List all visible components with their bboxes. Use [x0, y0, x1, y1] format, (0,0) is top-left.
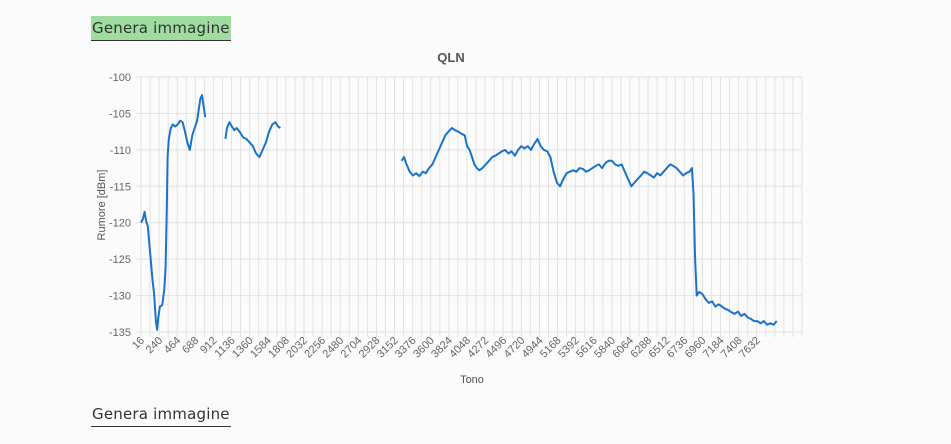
x-tick-label: 464 [162, 335, 183, 356]
chart-grid [136, 76, 803, 337]
x-tick-label: 7632 [737, 335, 763, 361]
x-tick-label: 688 [180, 335, 201, 356]
qln-line-segment-1 [140, 94, 207, 331]
x-axis: 1624046468891211361360158418082032225624… [130, 335, 763, 361]
y-tick-label: -120 [109, 218, 131, 230]
y-axis-label: Rumore [dBm] [96, 170, 108, 241]
y-tick-label: -105 [109, 108, 131, 120]
y-tick-label: -115 [110, 181, 131, 193]
y-tick-label: -110 [110, 145, 131, 157]
chart-series [140, 94, 778, 331]
x-axis-label: Tono [460, 374, 484, 386]
y-tick-label: -100 [109, 72, 131, 84]
chart-title: QLN [437, 50, 464, 65]
y-tick-label: -125 [109, 254, 131, 266]
y-tick-label: -130 [109, 291, 131, 303]
x-tick-label: 240 [144, 335, 165, 356]
y-tick-label: -135 [109, 327, 131, 339]
generate-image-button[interactable]: Genera immagine [91, 16, 231, 41]
qln-chart: QLN -100 -105 -110 -115 -120 -125 -130 -135 162… [96, 50, 803, 386]
qln-line-segment-3 [400, 127, 778, 326]
y-axis: -100 -105 -110 -115 -120 -125 -130 -135 [109, 72, 131, 339]
generate-image-button-secondary[interactable]: Genera immagine [91, 402, 231, 427]
qln-line-segment-2 [224, 121, 281, 159]
